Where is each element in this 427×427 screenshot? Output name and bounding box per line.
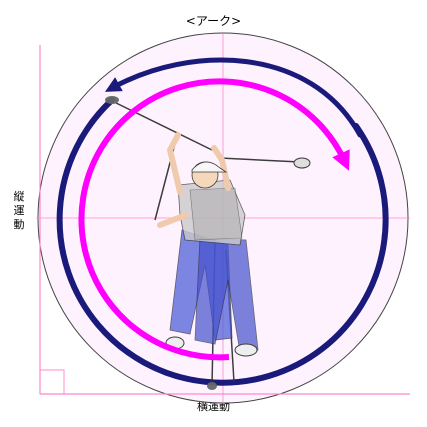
golfer-cap xyxy=(191,161,228,173)
axis-corner-box xyxy=(39,369,65,395)
top-arrow-arc xyxy=(104,57,363,138)
golfer-arm xyxy=(166,132,183,195)
club-shaft xyxy=(219,157,301,163)
club-shaft xyxy=(109,99,213,151)
diagram-title: <アーク> xyxy=(185,14,242,28)
golfer-pants xyxy=(194,237,259,353)
golfer-arm xyxy=(211,145,231,191)
club-head xyxy=(105,96,119,104)
golfer-torso xyxy=(189,187,243,241)
inner-swing-arc xyxy=(78,78,350,361)
outer-swing-arc xyxy=(56,97,389,386)
golfer-illustration xyxy=(105,96,311,390)
club-head xyxy=(207,382,217,390)
golfer-arm xyxy=(157,212,189,228)
y-axis-label: 縦運動 xyxy=(13,190,25,231)
club-head xyxy=(293,157,311,169)
golfer-shoe xyxy=(234,343,258,357)
